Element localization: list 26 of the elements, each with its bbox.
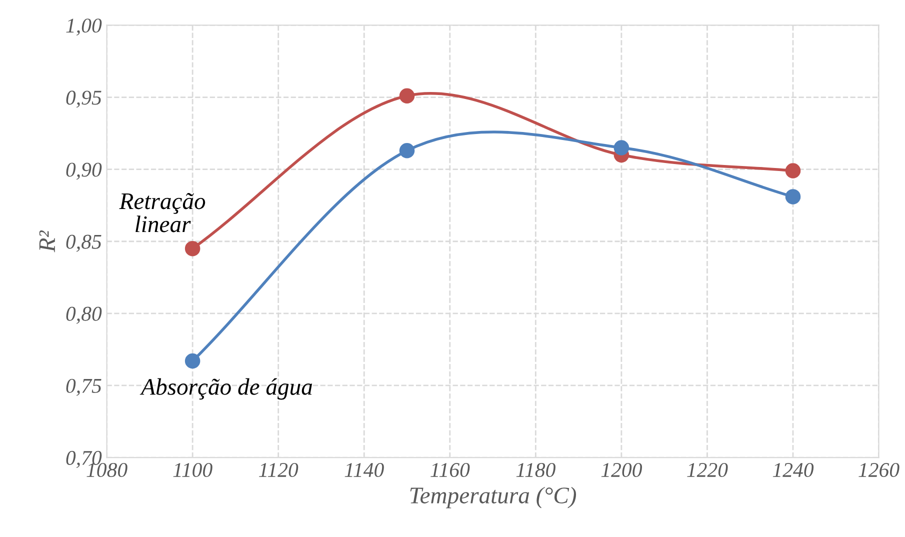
point bbox=[399, 88, 415, 104]
x-tick-label: 1240 bbox=[772, 462, 814, 478]
point bbox=[614, 140, 630, 156]
x-tick-label: 1120 bbox=[259, 462, 298, 478]
x-tick-label: 1180 bbox=[516, 462, 556, 478]
point bbox=[399, 142, 415, 158]
x-tick-label: 1260 bbox=[858, 462, 900, 478]
series-label: Retração linear bbox=[119, 193, 206, 232]
x-tick-label: 1140 bbox=[344, 462, 384, 478]
x-axis-title: Temperatura (°C) bbox=[410, 486, 576, 508]
y-tick-label: 1,00 bbox=[66, 18, 102, 36]
x-tick-label: 1220 bbox=[687, 462, 728, 478]
x-tick-label: 1100 bbox=[173, 462, 212, 478]
x-tick-label: 1160 bbox=[430, 462, 470, 478]
point bbox=[184, 240, 200, 256]
y-tick-label: 0,90 bbox=[66, 162, 102, 180]
point bbox=[184, 353, 200, 369]
point bbox=[785, 189, 801, 204]
x-tick-label: 1200 bbox=[601, 462, 642, 478]
y-tick-label: 0,75 bbox=[66, 378, 102, 396]
y-tick-label: 0,85 bbox=[66, 234, 102, 252]
point bbox=[785, 163, 801, 178]
y-tick-label: 0,95 bbox=[66, 90, 102, 108]
y-axis-title: R² bbox=[39, 230, 55, 252]
y-tick-label: 0,80 bbox=[66, 306, 102, 324]
series-label: Absorção de água bbox=[140, 378, 312, 400]
